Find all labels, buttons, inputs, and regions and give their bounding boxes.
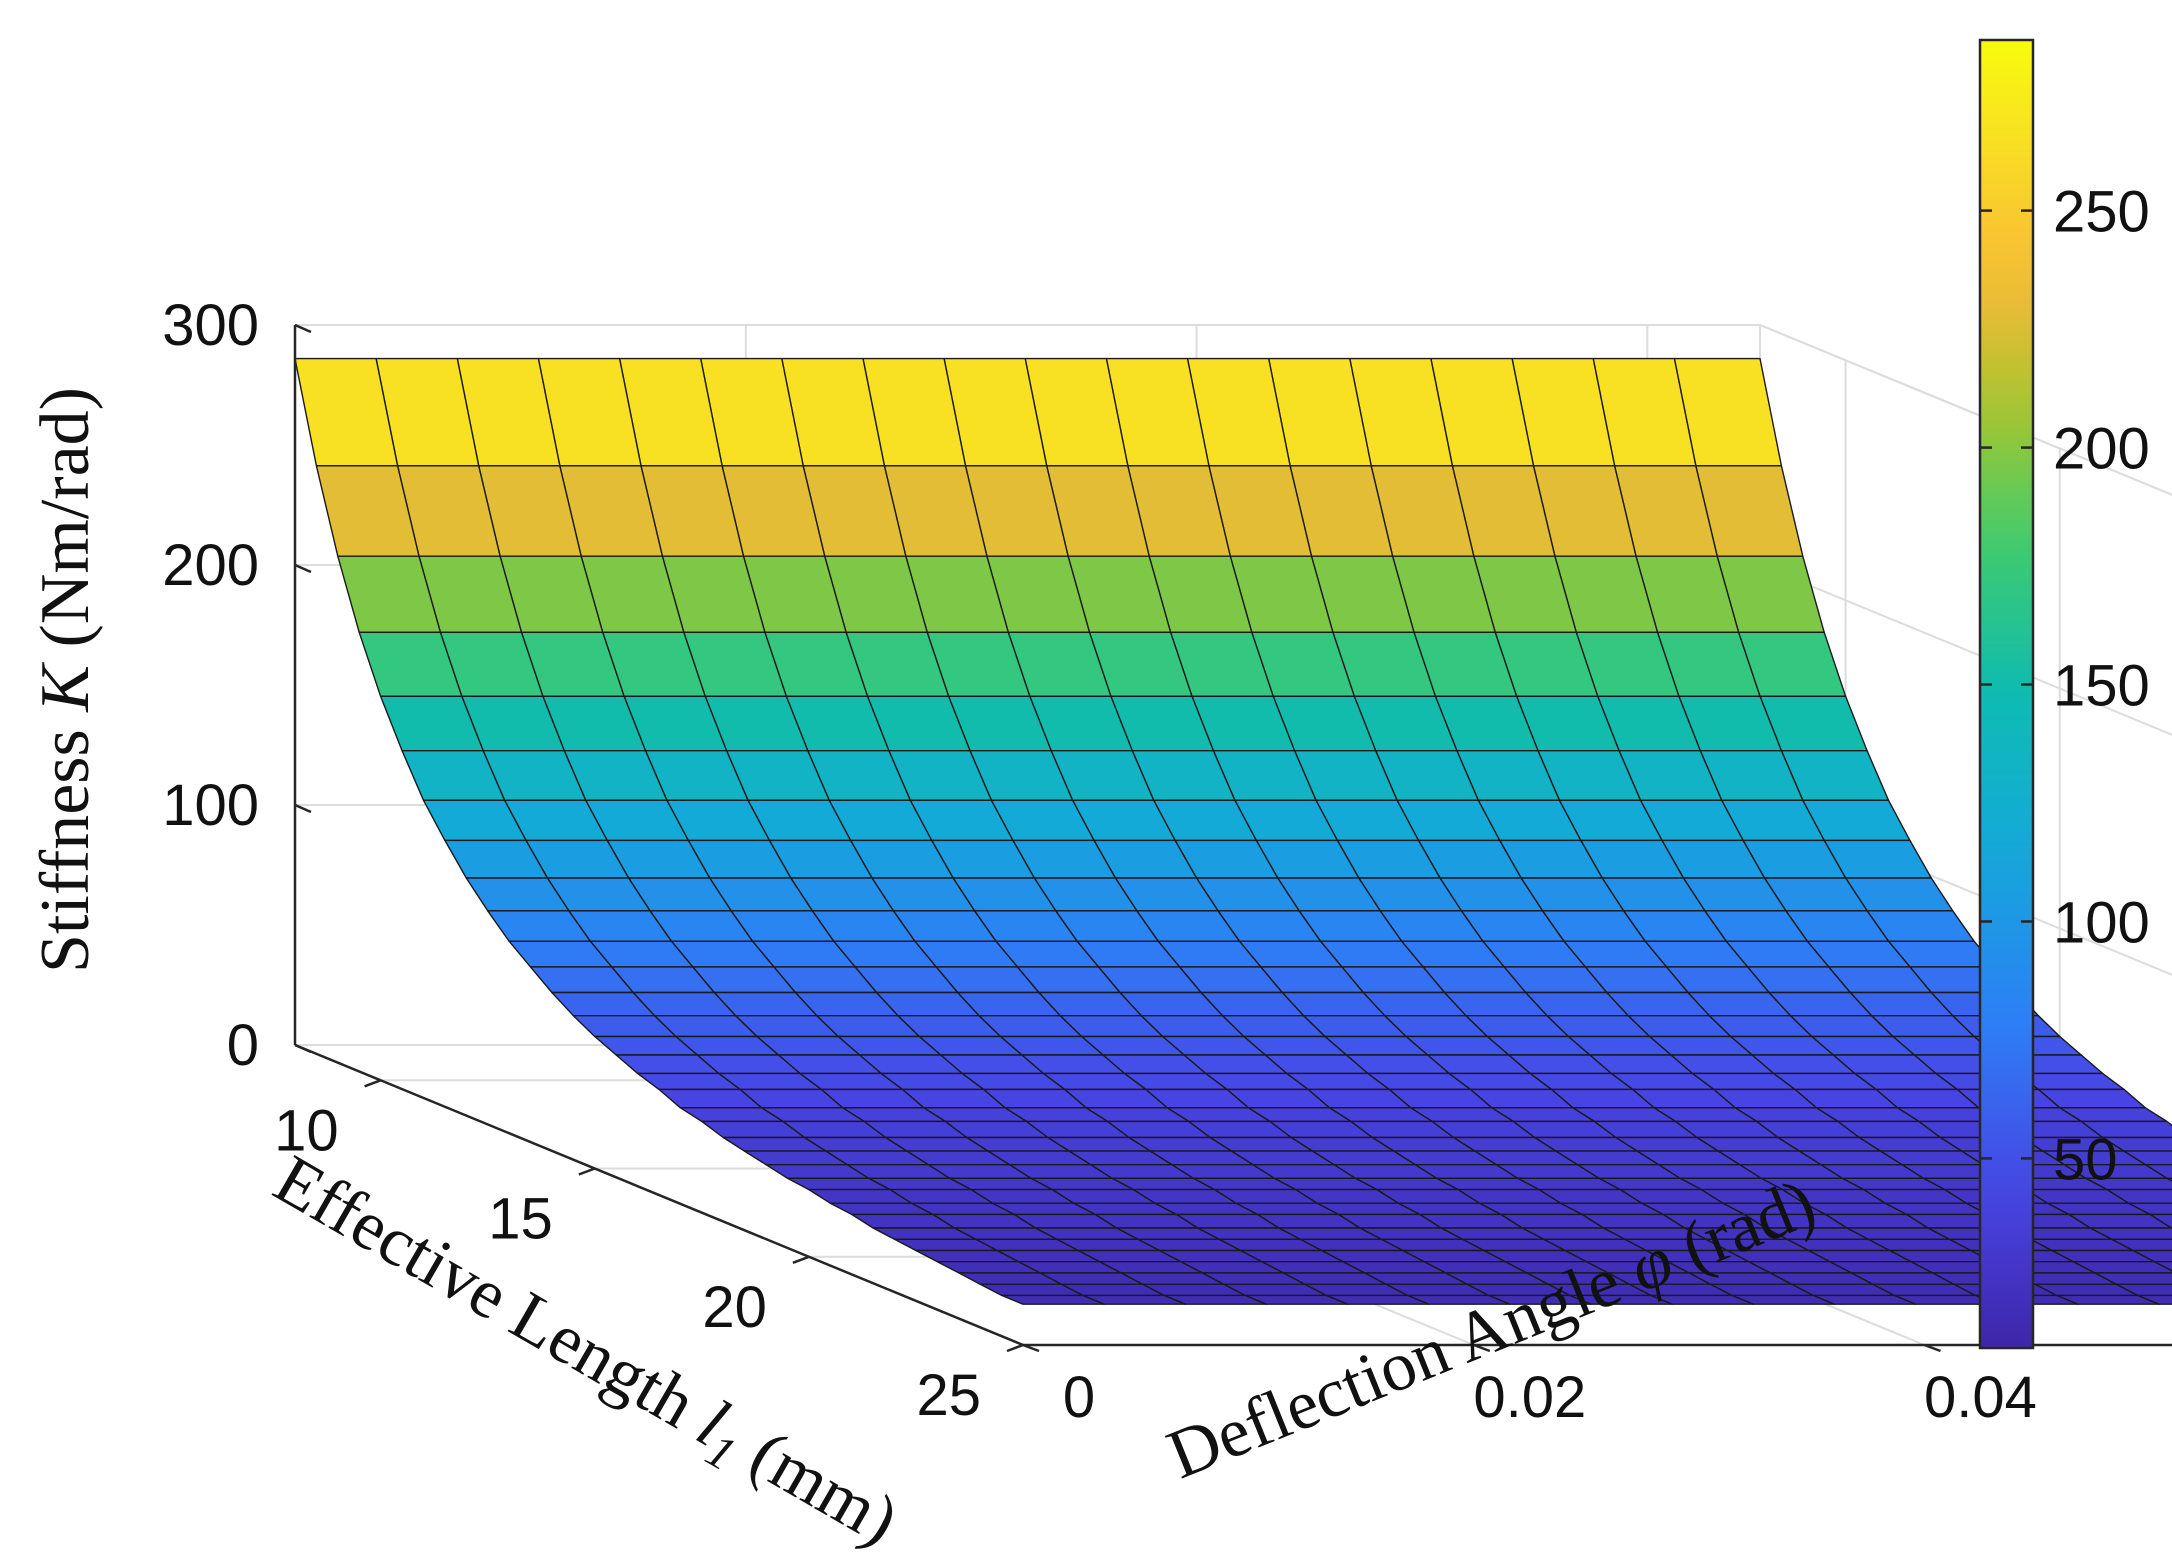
x-tick-mark xyxy=(792,1255,810,1264)
y-tick-label: 0.04 xyxy=(1924,1365,2037,1430)
colorbar-tick-label: 100 xyxy=(2053,891,2150,956)
x-tick-mark xyxy=(578,1167,596,1176)
x-tick-mark xyxy=(364,1079,382,1088)
z-tick-mark xyxy=(294,563,312,574)
z-tick-label: 200 xyxy=(162,533,259,598)
x-tick-label: 25 xyxy=(916,1363,981,1428)
x-tick-label: 15 xyxy=(488,1187,553,1252)
x-axis-label: Effective Length l1 (mm) xyxy=(257,1141,911,1567)
colorbar-gradient xyxy=(1978,38,2035,1350)
y-tick-mark xyxy=(1022,1343,1040,1353)
colorbar-tick-label: 150 xyxy=(2053,654,2150,719)
y-tick-mark xyxy=(1473,1343,1491,1353)
x-tick-mark xyxy=(1006,1343,1024,1353)
z-tick-label: 300 xyxy=(162,293,259,358)
colorbar-tick-label: 50 xyxy=(2053,1127,2118,1192)
y-tick-mark xyxy=(1924,1343,1941,1353)
grid-line xyxy=(1759,564,2172,736)
x-tick-label: 10 xyxy=(274,1098,339,1163)
grid-edge xyxy=(1759,324,2172,496)
x-tick-label: 20 xyxy=(702,1275,767,1340)
y-tick-label: 0.02 xyxy=(1473,1365,1586,1430)
x-axis-line xyxy=(294,1043,1024,1347)
z-tick-mark xyxy=(294,323,312,334)
z-tick-label: 0 xyxy=(227,1013,259,1078)
y-tick-label: 0 xyxy=(1063,1365,1095,1430)
surface-patch xyxy=(1000,1294,1105,1305)
surface xyxy=(294,357,2172,1305)
z-axis-label: Stiffness K (Nm/rad) xyxy=(27,387,104,973)
z-tick-mark xyxy=(294,803,312,814)
z-tick-label: 100 xyxy=(162,773,259,838)
colorbar: 50 100 150 200 250 xyxy=(1978,38,2150,1350)
colorbar-tick-label: 200 xyxy=(2053,417,2150,482)
colorbar-tick-label: 250 xyxy=(2053,180,2150,245)
z-tick-mark xyxy=(294,1043,312,1054)
